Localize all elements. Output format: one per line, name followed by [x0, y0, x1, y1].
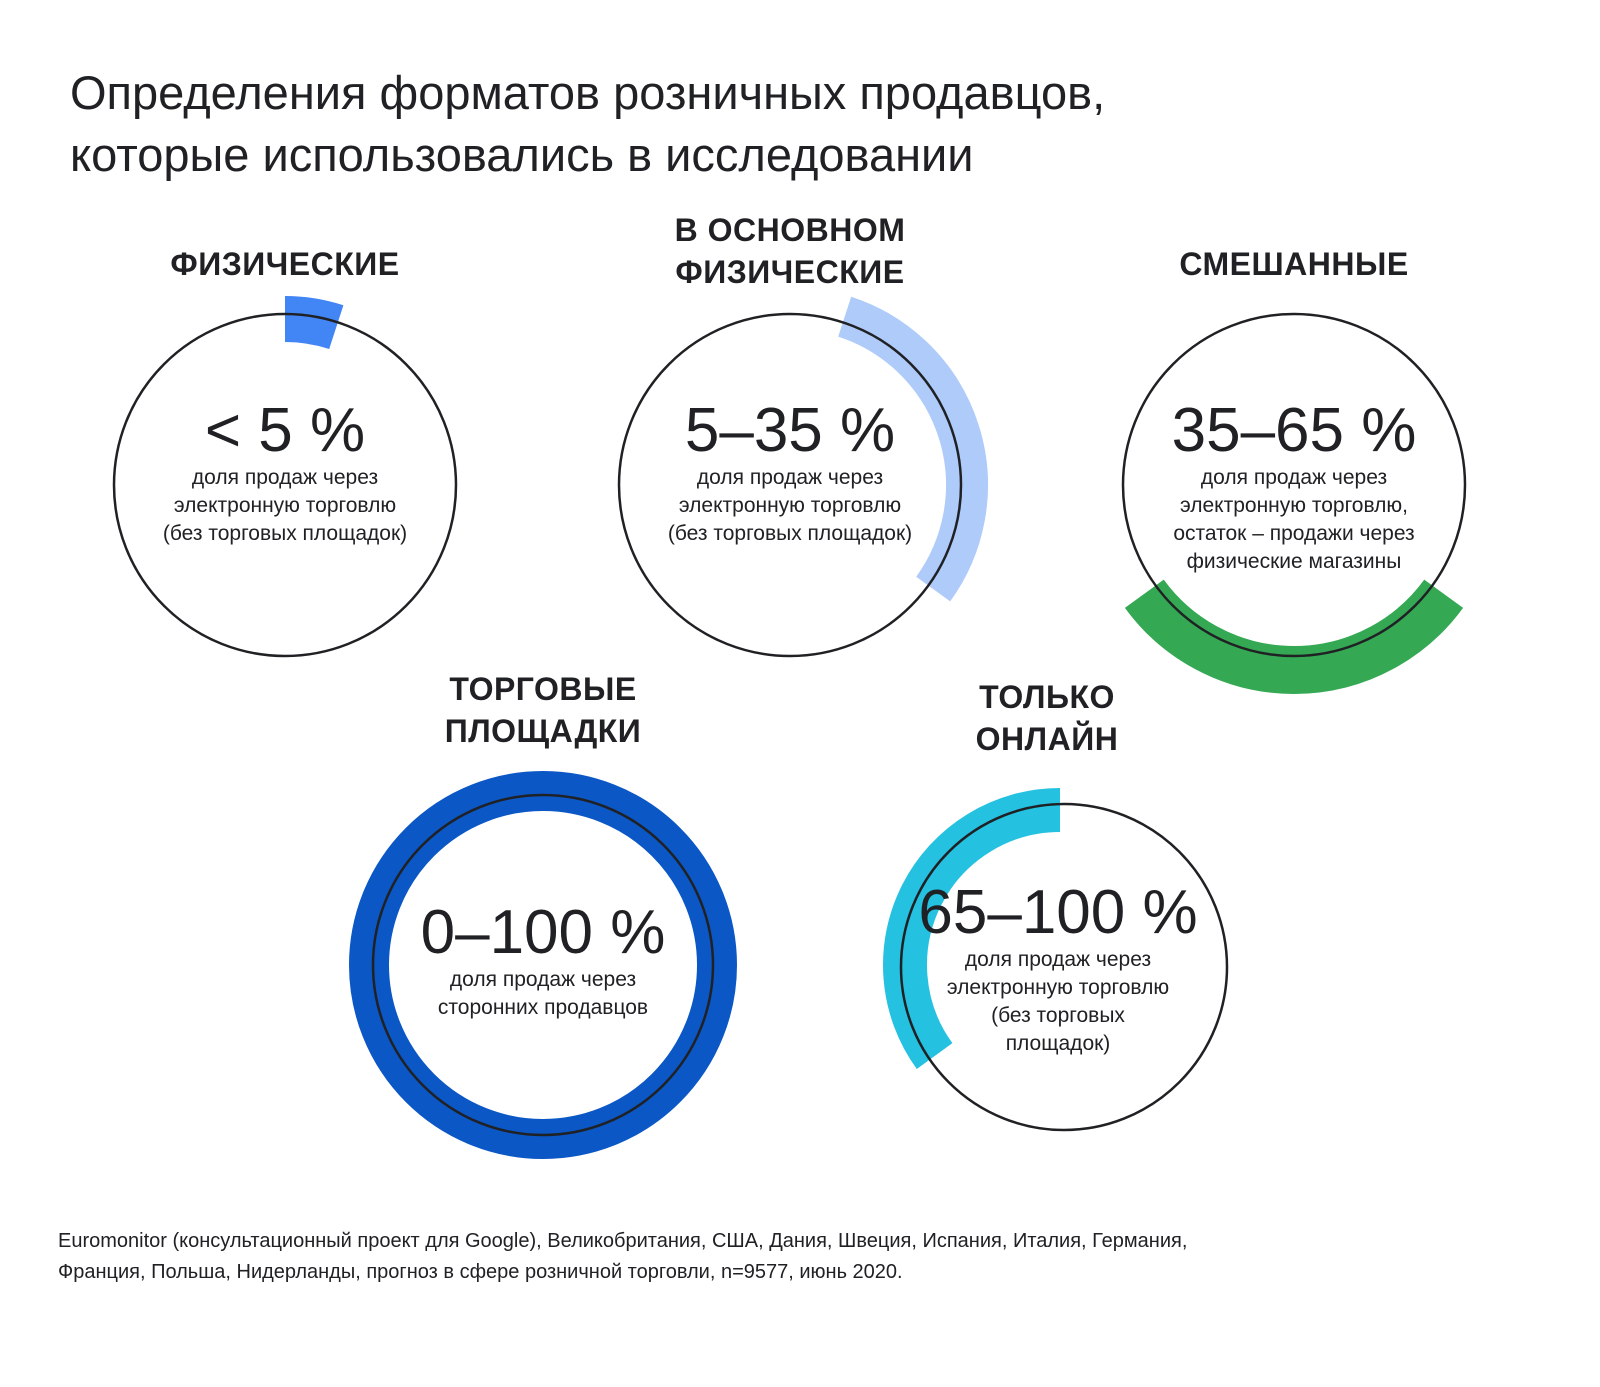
heading-mixed: СМЕШАННЫЕ — [1114, 243, 1474, 285]
text-marketplaces: 0–100 % доля продаж через сторонних прод… — [363, 900, 723, 1022]
heading-line: СМЕШАННЫЕ — [1179, 246, 1409, 282]
source-line: Euromonitor (консультационный проект для… — [58, 1230, 1188, 1252]
heading-line: ОНЛАЙН — [975, 721, 1119, 757]
outline-circle — [112, 312, 458, 658]
range-value: 0–100 % — [420, 898, 666, 967]
title-line: Определения форматов розничных продавцов… — [70, 66, 1106, 119]
text-online-only: 65–100 % доля продаж через электронную т… — [878, 880, 1238, 1058]
text-mostly-physical: 5–35 % доля продаж через электронную тор… — [610, 398, 970, 548]
range-arc — [284, 296, 344, 350]
desc-line: остаток – продажи через — [1173, 522, 1415, 545]
outline-circle — [617, 312, 963, 658]
heading-line: ТОЛЬКО — [979, 679, 1115, 715]
title-line: которые использовались в исследовании — [70, 128, 974, 181]
heading-mostly-physical: В ОСНОВНОМ ФИЗИЧЕСКИЕ — [610, 209, 970, 293]
heading-online-only: ТОЛЬКО ОНЛАЙН — [867, 676, 1227, 760]
text-mixed: 35–65 % доля продаж через электронную то… — [1114, 398, 1474, 576]
heading-line: В ОСНОВНОМ — [674, 212, 906, 248]
desc-line: (без торговых площадок) — [667, 522, 913, 545]
heading-line: ТОРГОВЫЕ — [449, 671, 637, 707]
range-arc — [883, 788, 1061, 1070]
source-note: Euromonitor (консультационный проект для… — [58, 1226, 1187, 1288]
heading-line: ФИЗИЧЕСКИЕ — [170, 246, 400, 282]
range-value: 65–100 % — [918, 878, 1198, 947]
desc-line: электронную торговлю, — [1180, 494, 1408, 517]
range-arc — [349, 771, 737, 1159]
desc-line: доля продаж через — [449, 968, 637, 991]
desc-line: доля продаж через — [191, 466, 379, 489]
outline-circle — [371, 793, 715, 1137]
desc-line: электронную торговлю — [173, 494, 397, 517]
heading-marketplaces: ТОРГОВЫЕ ПЛОЩАДКИ — [363, 668, 723, 752]
range-arc — [837, 296, 988, 602]
desc-line: (без торговых площадок) — [162, 522, 408, 545]
outline-circle — [1121, 312, 1467, 658]
heading-physical: ФИЗИЧЕСКИЕ — [105, 243, 465, 285]
range-arc — [1124, 579, 1464, 694]
heading-line: ФИЗИЧЕСКИЕ — [675, 254, 905, 290]
source-line: Франция, Польша, Нидерланды, прогноз в с… — [58, 1261, 903, 1283]
desc-line: (без торговых — [991, 1004, 1125, 1027]
range-value: < 5 % — [204, 396, 366, 465]
desc-line: доля продаж через — [696, 466, 884, 489]
desc-line: электронную торговлю — [946, 976, 1170, 999]
desc-line: доля продаж через — [1200, 466, 1388, 489]
desc-line: электронную торговлю — [678, 494, 902, 517]
page-title: Определения форматов розничных продавцов… — [70, 62, 1105, 186]
range-value: 5–35 % — [684, 396, 896, 465]
outline-circle — [899, 802, 1229, 1132]
desc-line: сторонних продавцов — [437, 996, 649, 1019]
desc-line: доля продаж через — [964, 948, 1152, 971]
heading-line: ПЛОЩАДКИ — [444, 713, 642, 749]
desc-line: площадок) — [1005, 1032, 1111, 1055]
text-physical: < 5 % доля продаж через электронную торг… — [105, 398, 465, 548]
desc-line: физические магазины — [1186, 550, 1402, 573]
range-value: 35–65 % — [1171, 396, 1417, 465]
